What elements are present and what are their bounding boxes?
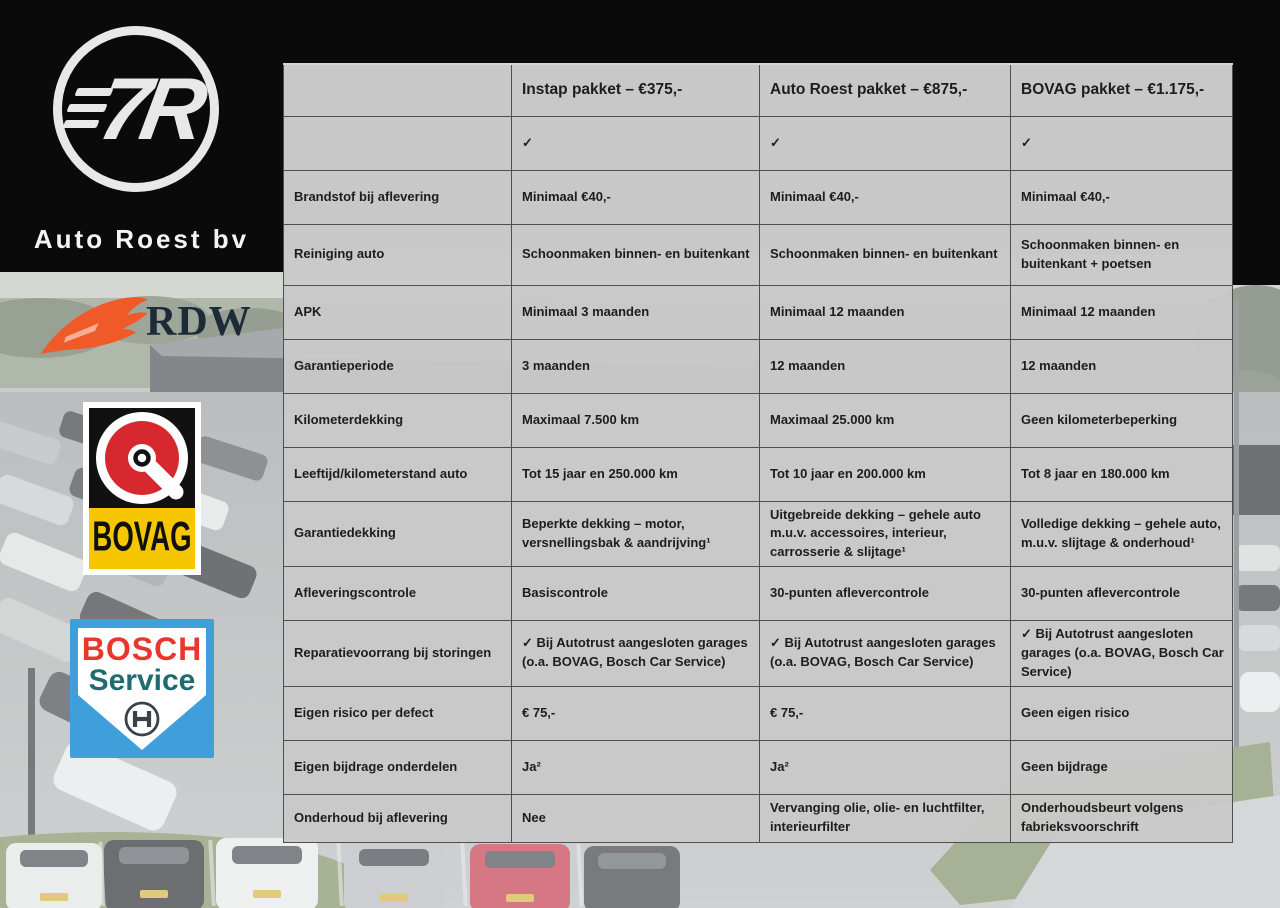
cell: Beperkte dekking – motor, versnellingsba… — [511, 500, 760, 568]
bovag-logo: BOVAG — [83, 402, 201, 575]
auto-roest-logo: 7R Auto Roest bv — [0, 0, 283, 272]
cell: Minimaal €40,- — [511, 169, 760, 225]
table-row: Eigen risico per defect € 75,- € 75,- Ge… — [283, 685, 1233, 741]
cell: Uitgebreide dekking – gehele auto m.u.v.… — [759, 500, 1011, 568]
cell: Geen eigen risico — [1010, 685, 1233, 741]
cell: Ja² — [511, 739, 760, 795]
cell: ✓ Bij Autotrust aangesloten garages (o.a… — [1010, 620, 1233, 687]
cell-checkmark: ✓ — [759, 115, 1011, 171]
cell: Minimaal 12 maanden — [1010, 284, 1233, 340]
table-row: APK Minimaal 3 maanden Minimaal 12 maand… — [283, 284, 1233, 340]
bovag-emblem-icon — [89, 408, 195, 569]
table-row: Eigen bijdrage onderdelen Ja² Ja² Geen b… — [283, 739, 1233, 795]
table-row: Reparatievoorrang bij storingen ✓ Bij Au… — [283, 620, 1233, 687]
cell: Maximaal 7.500 km — [511, 392, 760, 448]
table-header-row: Instap pakket – €375,- Auto Roest pakket… — [283, 63, 1233, 117]
table-row: Brandstof bij aflevering Minimaal €40,- … — [283, 169, 1233, 225]
monogram-text: 7R — [92, 59, 207, 158]
table-row: Garantieperiode 3 maanden 12 maanden 12 … — [283, 338, 1233, 394]
row-label: Leeftijd/kilometerstand auto — [283, 446, 512, 502]
bovag-wordmark: BOVAG — [92, 514, 192, 561]
cell: Schoonmaken binnen- en buitenkant — [511, 223, 760, 286]
cell: Nee — [511, 793, 760, 843]
bosch-service-label: Service — [88, 664, 196, 697]
right-black-panel — [1232, 0, 1280, 285]
cell: 3 maanden — [511, 338, 760, 394]
column-header-empty — [283, 63, 512, 117]
row-label: Reiniging auto — [283, 223, 512, 286]
cell-checkmark: ✓ — [511, 115, 760, 171]
row-label — [283, 115, 512, 171]
cell-checkmark: ✓ — [1010, 115, 1233, 171]
table-row: Kilometerdekking Maximaal 7.500 km Maxim… — [283, 392, 1233, 448]
cell: Tot 15 jaar en 250.000 km — [511, 446, 760, 502]
row-label: Garantieperiode — [283, 338, 512, 394]
cell: 30-punten aflevercontrole — [759, 566, 1011, 622]
cell: Schoonmaken binnen- en buitenkant + poet… — [1010, 223, 1233, 286]
speed-line-icon — [66, 104, 108, 112]
row-label: Kilometerdekking — [283, 392, 512, 448]
cell: Onderhoudsbeurt volgens fabrieksvoorschr… — [1010, 793, 1233, 843]
table-row: Afleveringscontrole Basiscontrole 30-pun… — [283, 566, 1233, 622]
package-comparison-table: Instap pakket – €375,- Auto Roest pakket… — [283, 63, 1233, 843]
table-row: Onderhoud bij aflevering Nee Vervanging … — [283, 793, 1233, 843]
cell: Tot 10 jaar en 200.000 km — [759, 446, 1011, 502]
cell: Volledige dekking – gehele auto, m.u.v. … — [1010, 500, 1233, 568]
row-label: Eigen risico per defect — [283, 685, 512, 741]
row-label: Garantiedekking — [283, 500, 512, 568]
cell: ✓ Bij Autotrust aangesloten garages (o.a… — [511, 620, 760, 687]
dealer-name: Auto Roest bv — [33, 224, 250, 254]
rdw-feather-icon — [40, 297, 148, 355]
table-row: Garantiedekking Beperkte dekking – motor… — [283, 500, 1233, 568]
cell: ✓ Bij Autotrust aangesloten garages (o.a… — [759, 620, 1011, 687]
cell: Minimaal €40,- — [759, 169, 1011, 225]
bosch-service-logo: BOSCH Service — [70, 619, 214, 758]
rdw-wordmark: RDW — [146, 299, 252, 345]
cell: 30-punten aflevercontrole — [1010, 566, 1233, 622]
cell: Minimaal 12 maanden — [759, 284, 1011, 340]
cell: Minimaal 3 maanden — [511, 284, 760, 340]
cell: Ja² — [759, 739, 1011, 795]
cell: Geen kilometerbeperking — [1010, 392, 1233, 448]
table-row: Leeftijd/kilometerstand auto Tot 15 jaar… — [283, 446, 1233, 502]
row-label: Eigen bijdrage onderdelen — [283, 739, 512, 795]
auto-roest-monogram-icon: 7R — [53, 26, 219, 192]
cell: Schoonmaken binnen- en buitenkant — [759, 223, 1011, 286]
cell: Tot 8 jaar en 180.000 km — [1010, 446, 1233, 502]
row-label: Afleveringscontrole — [283, 566, 512, 622]
cell: Minimaal €40,- — [1010, 169, 1233, 225]
speed-line-icon — [62, 120, 100, 128]
column-header-auto-roest: Auto Roest pakket – €875,- — [759, 63, 1011, 117]
row-label: APK — [283, 284, 512, 340]
table-row: Reiniging auto Schoonmaken binnen- en bu… — [283, 223, 1233, 286]
row-label: Onderhoud bij aflevering — [283, 793, 512, 843]
cell: 12 maanden — [1010, 338, 1233, 394]
row-label: Brandstof bij aflevering — [283, 169, 512, 225]
cell: 12 maanden — [759, 338, 1011, 394]
cell: Basiscontrole — [511, 566, 760, 622]
cell: Geen bijdrage — [1010, 739, 1233, 795]
column-header-instap: Instap pakket – €375,- — [511, 63, 760, 117]
bosch-shield-icon — [78, 628, 206, 750]
cell: Maximaal 25.000 km — [759, 392, 1011, 448]
cell: € 75,- — [511, 685, 760, 741]
column-header-bovag: BOVAG pakket – €1.175,- — [1010, 63, 1233, 117]
table-row: ✓ ✓ ✓ — [283, 115, 1233, 171]
bosch-wordmark: BOSCH — [81, 631, 203, 667]
rdw-logo: RDW — [36, 292, 251, 364]
cell: Vervanging olie, olie- en luchtfilter, i… — [759, 793, 1011, 843]
cell: € 75,- — [759, 685, 1011, 741]
speed-line-icon — [74, 88, 114, 96]
row-label: Reparatievoorrang bij storingen — [283, 620, 512, 687]
